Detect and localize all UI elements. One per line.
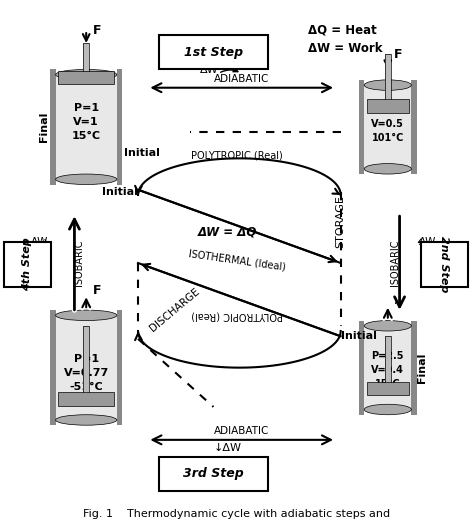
Text: ΔQ = Heat
ΔW = Work: ΔQ = Heat ΔW = Work xyxy=(308,23,382,55)
Text: Fig. 1    Thermodynamic cycle with adiabatic steps and: Fig. 1 Thermodynamic cycle with adiabati… xyxy=(83,509,391,519)
Text: Initial: Initial xyxy=(341,331,376,341)
Text: P=1
V=1
15°C: P=1 V=1 15°C xyxy=(72,103,101,141)
Bar xyxy=(411,320,417,414)
Bar xyxy=(55,75,117,179)
Bar xyxy=(358,320,364,414)
Text: ISOBARIC: ISOBARIC xyxy=(74,240,84,286)
Ellipse shape xyxy=(364,164,411,174)
Bar xyxy=(366,382,409,395)
Text: Initial: Initial xyxy=(102,187,138,197)
Text: 3rd Step: 3rd Step xyxy=(183,467,244,480)
Text: ΔW: ΔW xyxy=(31,237,49,247)
Bar xyxy=(385,336,391,382)
Bar xyxy=(83,43,89,70)
Ellipse shape xyxy=(364,404,411,414)
Text: ΔW: ΔW xyxy=(200,65,218,75)
Text: 2nd Step: 2nd Step xyxy=(439,236,449,292)
Bar xyxy=(364,326,411,410)
Text: STORAGE: STORAGE xyxy=(336,195,346,248)
Text: ΔQ: ΔQ xyxy=(422,263,438,273)
Bar xyxy=(364,85,411,169)
Text: P=2.5
V=0.4
15°C: P=2.5 V=0.4 15°C xyxy=(371,351,404,389)
Ellipse shape xyxy=(364,80,411,90)
Text: ↓ΔW: ↓ΔW xyxy=(214,443,242,453)
Bar xyxy=(50,69,55,185)
FancyBboxPatch shape xyxy=(159,35,268,69)
Bar xyxy=(385,54,391,99)
Text: Final: Final xyxy=(417,352,427,383)
Text: Final: Final xyxy=(39,112,49,142)
Text: DISCHARGE: DISCHARGE xyxy=(147,287,201,333)
Bar xyxy=(117,69,122,185)
Text: ΔQ: ΔQ xyxy=(26,263,41,273)
Text: ISOTHERMAL (Ideal): ISOTHERMAL (Ideal) xyxy=(188,249,286,272)
Text: P=1
V=0.77
-51°C: P=1 V=0.77 -51°C xyxy=(64,354,109,392)
Ellipse shape xyxy=(55,310,117,320)
Ellipse shape xyxy=(55,174,117,185)
Bar xyxy=(117,310,122,425)
Bar xyxy=(50,310,55,425)
Ellipse shape xyxy=(55,69,117,80)
Bar xyxy=(83,326,89,392)
Bar xyxy=(58,70,115,84)
Text: POLYTROPIC (Real): POLYTROPIC (Real) xyxy=(191,151,283,161)
FancyBboxPatch shape xyxy=(4,242,51,287)
Text: 1st Step: 1st Step xyxy=(184,46,243,59)
Text: F: F xyxy=(393,294,402,307)
Text: ΔW = ΔQ: ΔW = ΔQ xyxy=(198,225,257,238)
Bar xyxy=(55,315,117,420)
Text: F: F xyxy=(93,284,102,297)
Ellipse shape xyxy=(364,320,411,331)
Text: F: F xyxy=(393,48,402,61)
Text: ΔW: ΔW xyxy=(419,237,437,247)
Text: Initial: Initial xyxy=(124,148,160,158)
Ellipse shape xyxy=(55,414,117,425)
Bar xyxy=(358,80,364,174)
Bar xyxy=(411,80,417,174)
Text: ADIABATIC: ADIABATIC xyxy=(214,74,269,84)
Bar xyxy=(366,99,409,113)
Text: F: F xyxy=(93,24,102,37)
Text: POLYTROPIC (Real): POLYTROPIC (Real) xyxy=(191,310,283,320)
FancyBboxPatch shape xyxy=(421,242,468,287)
Text: 4th Step: 4th Step xyxy=(22,237,32,291)
FancyBboxPatch shape xyxy=(159,457,268,491)
Bar xyxy=(58,392,115,406)
Text: ISOBARIC: ISOBARIC xyxy=(390,240,400,286)
Text: P=2.5
V=0.5
101°C: P=2.5 V=0.5 101°C xyxy=(371,105,404,144)
Text: ADIABATIC: ADIABATIC xyxy=(214,427,269,437)
